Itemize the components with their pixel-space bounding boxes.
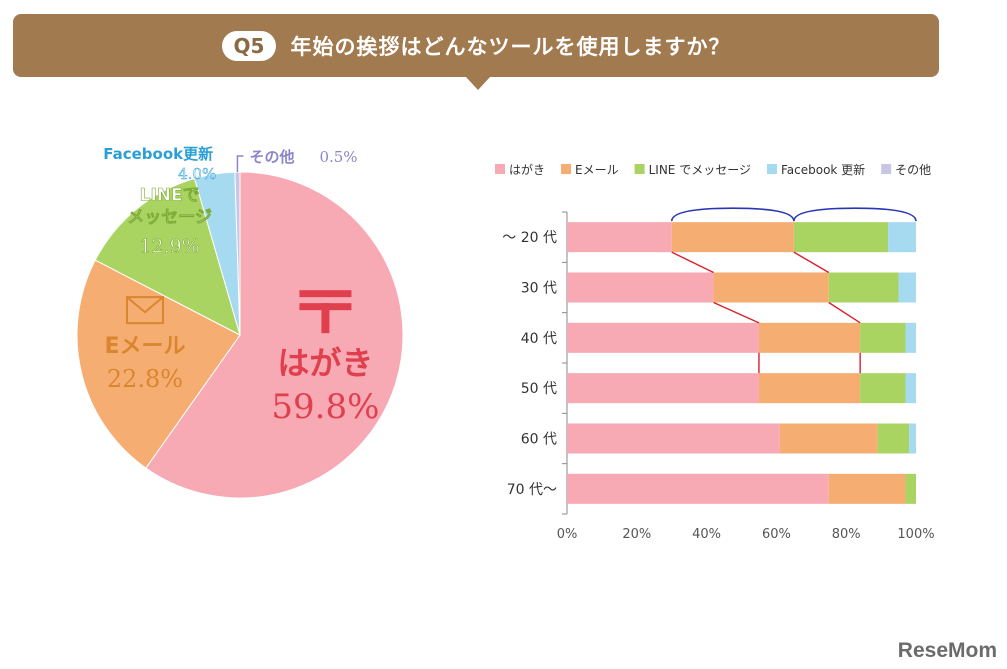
legend-item: その他 — [881, 163, 931, 177]
pie-slice — [145, 171, 404, 499]
banner-pointer — [466, 77, 490, 90]
legend-label: はがき — [509, 162, 545, 177]
trend-connector — [828, 301, 861, 324]
x-tick-label: 40% — [692, 527, 721, 542]
trend-connector — [793, 251, 830, 274]
bar-segment — [567, 423, 780, 454]
legend-label: Facebook 更新 — [781, 162, 865, 177]
bar-segment — [888, 222, 916, 253]
legend-item: LINE でメッセージ — [634, 163, 751, 177]
bar-segment — [567, 222, 672, 253]
pie-label-name: メッセージ — [127, 207, 212, 227]
bar-segment — [567, 373, 759, 404]
x-tick-label: 80% — [832, 527, 861, 542]
pie-label-name: はがき — [277, 344, 373, 382]
bar-segment — [860, 373, 906, 404]
bar-segment — [828, 473, 906, 504]
brace-annotation — [793, 207, 917, 222]
x-tick-label: 20% — [622, 527, 651, 542]
brace-annotation — [670, 207, 795, 222]
question-title: 年始の挨拶はどんなツールを使用しますか？ — [290, 34, 731, 59]
pie-slice — [76, 259, 241, 469]
question-banner: Q5 年始の挨拶はどんなツールを使用しますか？ — [13, 14, 939, 77]
bar-segment — [905, 373, 916, 404]
leader-line — [236, 155, 244, 173]
bar-segment — [905, 473, 916, 504]
bar-segment — [779, 423, 878, 454]
pie-label-value: 4.0% — [178, 165, 216, 183]
bar-segment — [671, 222, 794, 253]
pie-label-value: 0.5% — [319, 148, 357, 166]
category-label: 40 代 — [521, 331, 557, 347]
bar-segment — [567, 322, 759, 353]
bar-segment — [713, 272, 829, 303]
legend-label: その他 — [895, 163, 931, 177]
x-tick-label: 0% — [557, 527, 578, 542]
pie-label-value: 59.8% — [271, 387, 379, 427]
bar-segment — [909, 423, 916, 454]
x-tick-label: 60% — [762, 527, 791, 542]
bar-segment — [898, 272, 916, 303]
pie-label-value: 12.9% — [139, 235, 199, 257]
legend-swatch — [634, 164, 645, 174]
legend-item: Facebook 更新 — [766, 162, 865, 177]
legend-swatch — [766, 164, 777, 174]
question-number-badge: Q5 — [221, 30, 277, 61]
pie-label-name: LINEで — [140, 185, 200, 205]
bar-segment — [758, 322, 861, 353]
envelope-icon — [125, 296, 164, 325]
trend-connector — [713, 301, 760, 324]
category-label: 30 代 — [521, 281, 557, 297]
category-label: ～ 20 代 — [502, 230, 557, 246]
legend-label: Eメール — [575, 163, 619, 177]
bar-segment — [567, 272, 714, 303]
pie-slice — [94, 177, 241, 336]
pie-label-name: その他 — [249, 148, 294, 166]
brand-logo: ReseMom — [897, 639, 997, 662]
category-label: 60 代 — [521, 432, 557, 448]
legend-label: LINE でメッセージ — [649, 163, 751, 177]
post-mark-icon — [299, 290, 352, 334]
bar-segment — [793, 222, 889, 253]
legend-swatch — [495, 164, 505, 174]
pie-label-value: 22.8% — [107, 365, 183, 393]
bar-segment — [905, 322, 916, 353]
category-label: 70 代～ — [507, 482, 557, 498]
pie-label-name: Facebook更新 — [103, 145, 213, 163]
bar-segment — [860, 322, 906, 353]
trend-connector — [671, 251, 714, 274]
legend-item: Eメール — [561, 163, 619, 177]
x-tick-label: 100% — [897, 527, 934, 542]
bar-segment — [828, 272, 899, 303]
legend-item: はがき — [495, 162, 545, 177]
bar-segment — [758, 373, 861, 404]
category-label: 50 代 — [521, 381, 557, 397]
pie-label-name: Eメール — [104, 334, 185, 359]
bar-segment — [567, 473, 829, 504]
legend-swatch — [561, 164, 572, 174]
bar-segment — [877, 423, 910, 454]
legend-swatch — [881, 164, 892, 174]
